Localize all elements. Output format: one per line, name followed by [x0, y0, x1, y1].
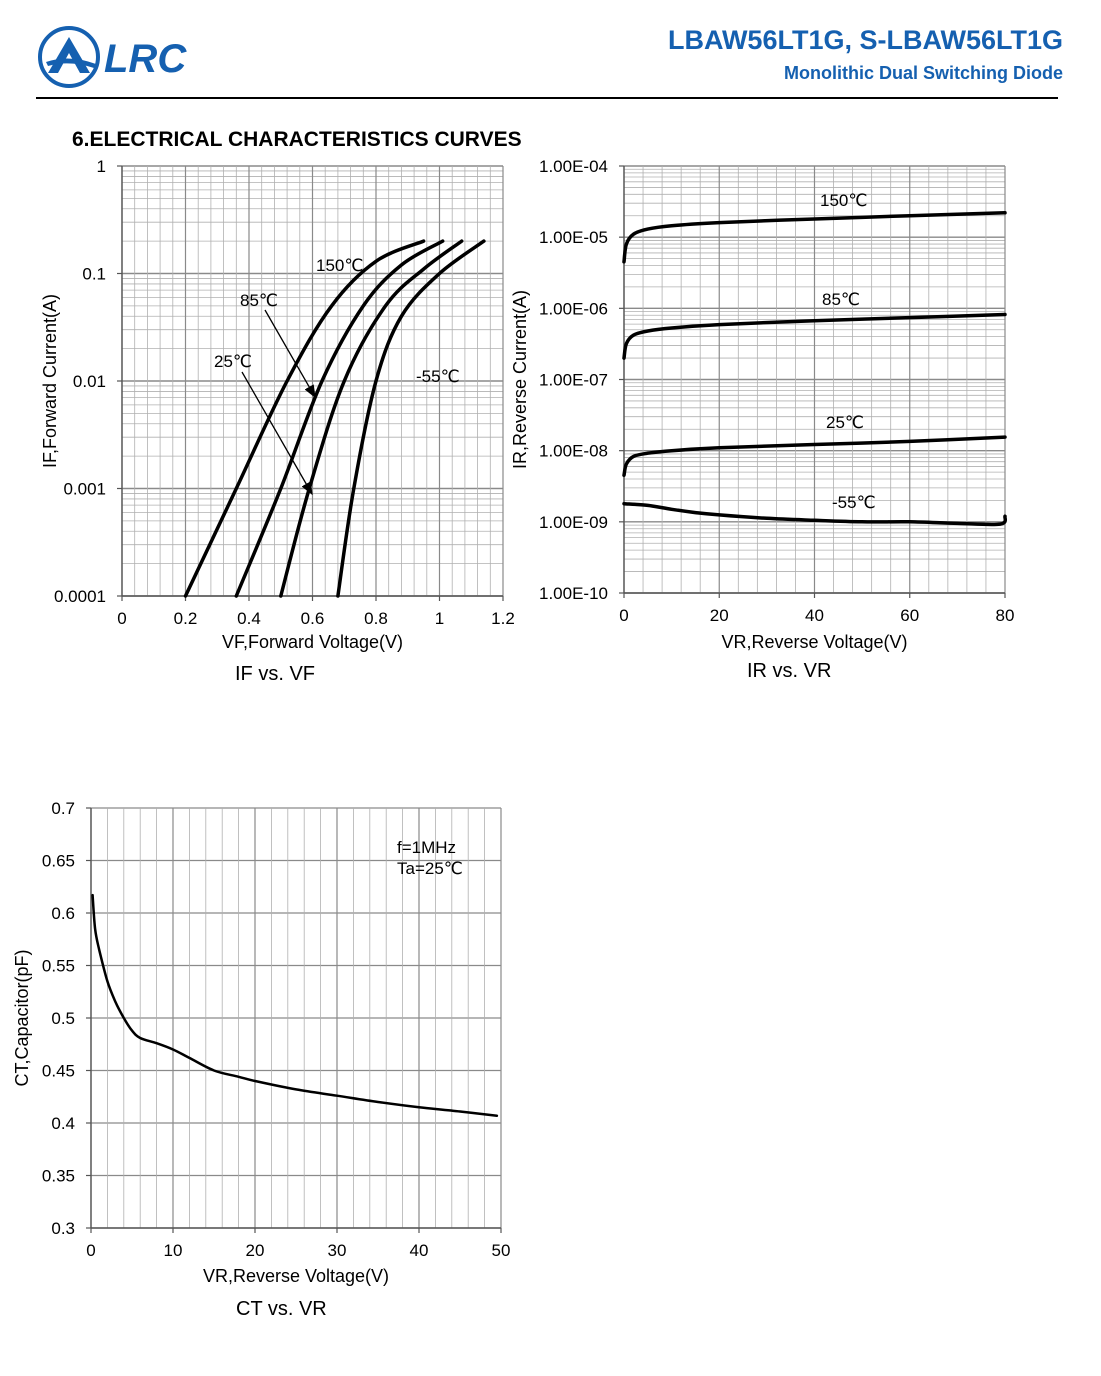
y-tick-label: 0.55	[42, 957, 75, 976]
x-tick-label: 0	[86, 1241, 95, 1260]
caption-if-vs-vf: IF vs. VF	[235, 663, 315, 685]
annotation-minus55c: -55℃	[832, 493, 876, 512]
y-tick-label: 0.01	[73, 372, 106, 391]
y-tick-label: 1.00E-09	[539, 513, 608, 532]
x-tick-label: 1.2	[491, 609, 515, 628]
leader-arrow-25c	[241, 371, 313, 496]
series-line-150	[183, 239, 426, 598]
x-tick-label: 40	[805, 606, 824, 625]
x-tick-label: 0.2	[174, 609, 198, 628]
annotation-25c: 25℃	[214, 352, 252, 371]
y-tick-label: 0.45	[42, 1062, 75, 1081]
chart-if_vf: 0 0.2 0.4 0.6 0.8 1 1.2 1 0.1 0.01 0.001 0.0001 VF,F…	[40, 157, 515, 652]
caption-ct-vs-vr: CT vs. VR	[236, 1298, 327, 1320]
x-tick-label: 20	[710, 606, 729, 625]
annotation-150c: 150℃	[316, 256, 363, 275]
y-tick-label: 1.00E-07	[539, 371, 608, 390]
series-line-CT	[91, 893, 499, 1117]
x-tick-label: 40	[410, 1241, 429, 1260]
y-axis-title: IR,Reverse Current(A)	[510, 290, 530, 469]
y-tick-label: 1.00E-08	[539, 442, 608, 461]
y-tick-label: 0.001	[63, 480, 106, 499]
y-tick-label: 1.00E-04	[539, 157, 608, 176]
y-tick-label: 0.35	[42, 1167, 75, 1186]
series-line-85	[622, 312, 1007, 360]
series-line-85	[234, 239, 445, 598]
x-tick-label: 0	[619, 606, 628, 625]
x-axis-title: VR,Reverse Voltage(V)	[721, 632, 907, 652]
annotation-25c: 25℃	[826, 413, 864, 432]
x-tick-label: 0	[117, 609, 126, 628]
series-line--55	[336, 239, 486, 598]
x-tick-label: 0.8	[364, 609, 388, 628]
x-tick-label: 0.4	[237, 609, 261, 628]
series-line-25	[279, 239, 464, 598]
document-title: LBAW56LT1G, S-LBAW56LT1G	[667, 25, 1063, 55]
chart-ct_vr: 0 10 20 30 40 50 0.7 0.65 0.6 0.55 0.5 0.45 0.4 0.35 0…	[12, 799, 510, 1286]
y-tick-label: 0.0001	[54, 587, 106, 606]
series-line-25	[622, 435, 1007, 478]
chart-ir_vr: 0 20 40 60 80 1.00E-04 1.00E-05 1.00E-06 1.00E-0…	[510, 157, 1014, 652]
annotation-frequency: f=1MHz	[397, 838, 456, 857]
logo-swoosh	[46, 58, 96, 68]
annotation-85c: 85℃	[822, 290, 860, 309]
y-tick-label: 1	[97, 157, 106, 176]
series-line--55	[622, 501, 1008, 527]
header-divider	[36, 97, 1058, 99]
document-subtitle: Monolithic Dual Switching Diode	[784, 63, 1063, 83]
x-tick-label: 0.6	[301, 609, 325, 628]
caption-ir-vs-vr: IR vs. VR	[747, 660, 832, 682]
logo-wordmark: LRC	[104, 37, 187, 81]
y-tick-label: 1.00E-05	[539, 228, 608, 247]
y-tick-label: 0.6	[51, 904, 75, 923]
x-tick-label: 50	[492, 1241, 511, 1260]
x-tick-label: 10	[164, 1241, 183, 1260]
y-axis-title: CT,Capacitor(pF)	[12, 949, 32, 1086]
x-axis-title: VR,Reverse Voltage(V)	[203, 1266, 389, 1286]
x-axis-title: VF,Forward Voltage(V)	[222, 632, 403, 652]
x-tick-label: 60	[900, 606, 919, 625]
y-tick-label: 0.65	[42, 852, 75, 871]
logo-ring	[38, 26, 100, 88]
leader-arrow-85c	[264, 309, 316, 399]
y-tick-label: 1.00E-10	[539, 584, 608, 603]
y-tick-label: 0.7	[51, 799, 75, 818]
x-tick-label: 80	[996, 606, 1015, 625]
series-line-150	[622, 211, 1007, 264]
x-tick-label: 20	[246, 1241, 265, 1260]
y-tick-label: 0.5	[51, 1009, 75, 1028]
annotation-150c: 150℃	[820, 191, 867, 210]
y-tick-label: 0.3	[51, 1219, 75, 1238]
lrc-logo: LRC	[38, 26, 187, 88]
y-axis-title: IF,Forward Current(A)	[40, 294, 60, 468]
x-tick-label: 30	[328, 1241, 347, 1260]
y-tick-label: 0.4	[51, 1114, 75, 1133]
annotation-85c: 85℃	[240, 291, 278, 310]
annotation-temperature: Ta=25℃	[397, 859, 463, 878]
section-title: 6.ELECTRICAL CHARACTERISTICS CURVES	[72, 128, 522, 151]
annotation-minus55c: -55℃	[416, 367, 460, 386]
x-tick-label: 1	[435, 609, 444, 628]
y-tick-label: 0.1	[82, 265, 106, 284]
y-tick-label: 1.00E-06	[539, 299, 608, 318]
